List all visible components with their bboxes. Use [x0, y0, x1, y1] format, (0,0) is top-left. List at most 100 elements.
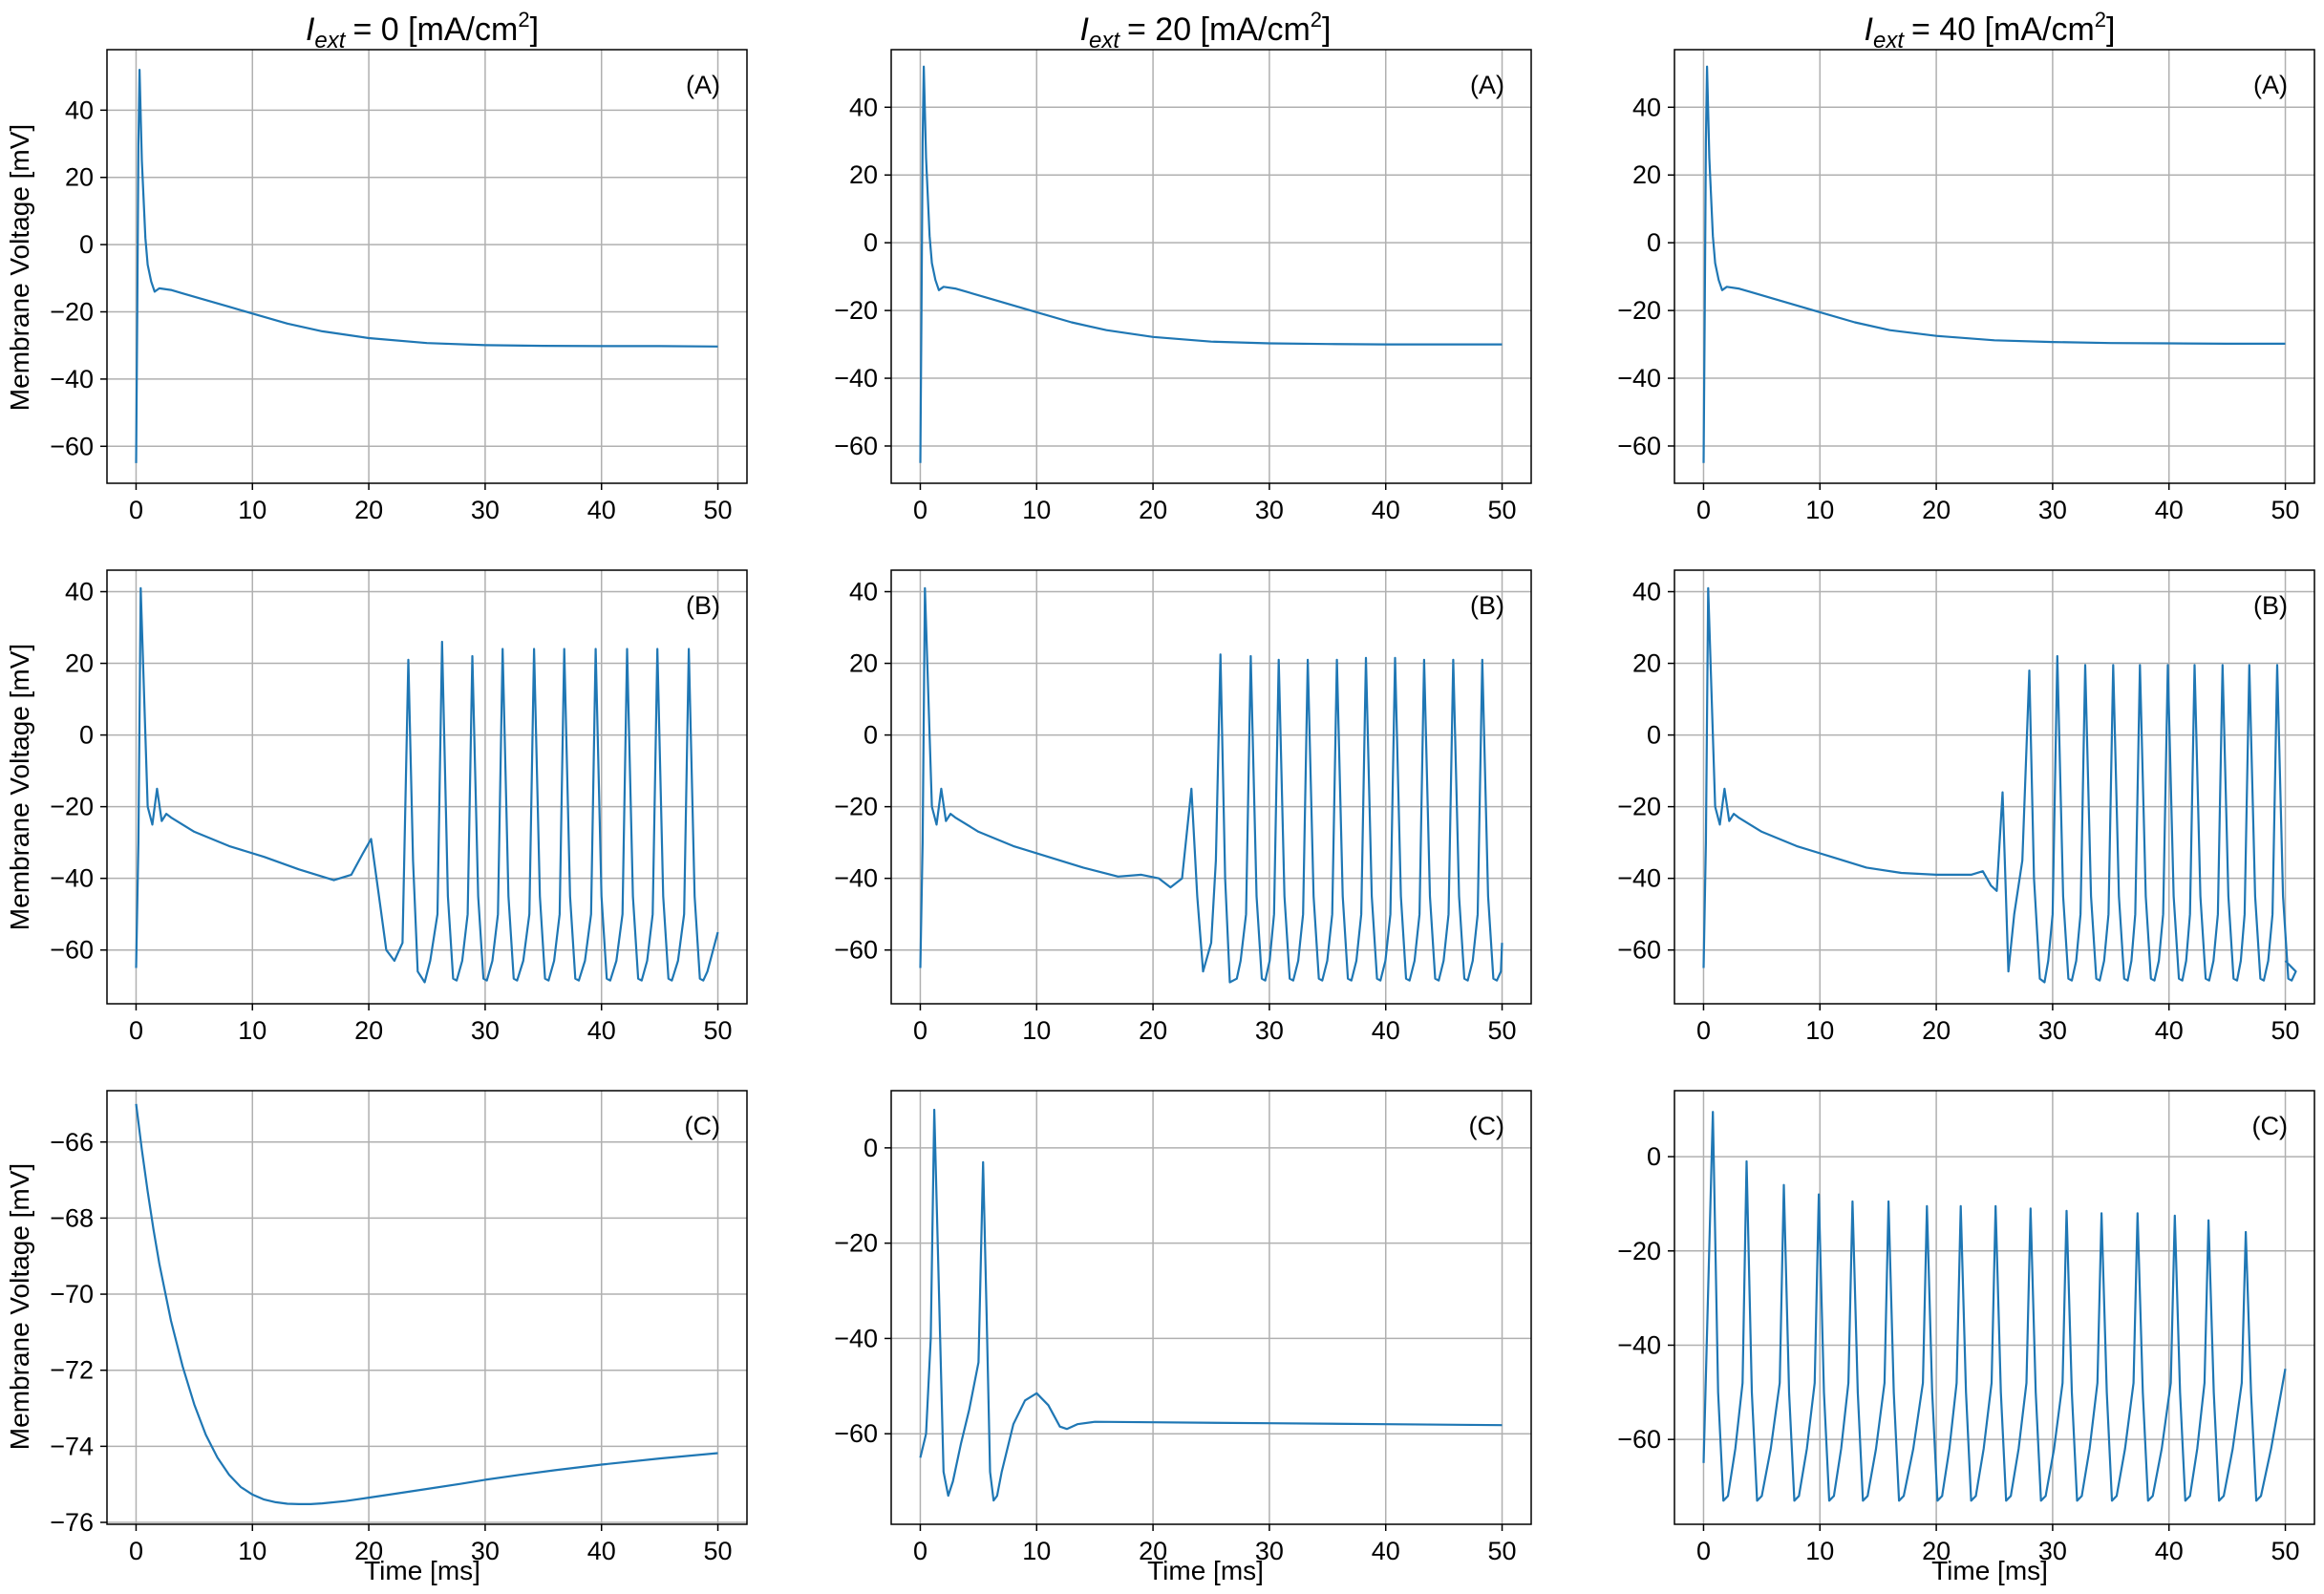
y-tick-label: 20 — [65, 163, 94, 192]
title-0-value: = 0 [mA/cm — [352, 11, 518, 48]
y-tick-label: −20 — [1617, 1237, 1661, 1265]
panel-tag: (B) — [2253, 591, 2288, 620]
x-tick-label: 30 — [471, 1537, 500, 1565]
x-tick-label: 50 — [1488, 1537, 1517, 1565]
x-tick-label: 20 — [1139, 496, 1167, 524]
x-tick-label: 30 — [1255, 1537, 1284, 1565]
x-tick-label: 50 — [704, 1537, 733, 1565]
x-tick-label: 0 — [129, 1537, 143, 1565]
voltage-trace — [1702, 1111, 2287, 1502]
y-tick-label: −60 — [834, 936, 878, 965]
y-tick-label: −20 — [834, 1229, 878, 1258]
axes-frame — [1674, 1090, 2315, 1525]
x-tick-label: 0 — [1696, 1537, 1711, 1565]
panel-tag: (A) — [2253, 71, 2288, 99]
panel-tag: (A) — [1470, 71, 1504, 99]
ylabel-row-2: Membrane Voltage [mV] — [5, 1163, 34, 1450]
axes-frame — [1674, 569, 2315, 1005]
xlabel-col-2: Time [ms] — [1931, 1556, 2048, 1585]
y-tick-label: −60 — [834, 1419, 878, 1448]
panel-tag: (C) — [1469, 1112, 1504, 1140]
y-tick-label: −40 — [834, 1324, 878, 1352]
y-tick-label: 0 — [1647, 721, 1661, 750]
title-1-symbol: I — [1080, 11, 1090, 48]
x-tick-label: 30 — [2038, 1016, 2067, 1045]
y-tick-label: −72 — [50, 1356, 94, 1385]
y-tick-label: −60 — [1617, 936, 1661, 965]
y-tick-label: −40 — [834, 364, 878, 393]
x-tick-label: 30 — [471, 496, 500, 524]
panel-r2-c2: 0 10 20 30 40 50 −60 −40 −20 0 (C) — [1617, 1090, 2315, 1565]
x-tick-label: 0 — [129, 496, 143, 524]
y-tick-label: 20 — [65, 649, 94, 678]
title-0-sup: 2 — [518, 8, 529, 32]
x-tick-label: 20 — [354, 1537, 383, 1565]
x-tick-label: 30 — [2038, 1537, 2067, 1565]
y-tick-label: −20 — [50, 793, 94, 821]
title-1-tail: ] — [1322, 11, 1331, 48]
title-2-symbol: I — [1865, 11, 1874, 48]
x-tick-label: 20 — [354, 1016, 383, 1045]
y-tick-label: −40 — [834, 864, 878, 893]
y-tick-label: 40 — [1632, 578, 1661, 606]
y-tick-label: −60 — [50, 432, 94, 460]
y-tick-label: −40 — [1617, 364, 1661, 393]
y-tick-label: 20 — [849, 160, 878, 189]
title-0-tail: ] — [530, 11, 539, 48]
x-tick-label: 30 — [1255, 496, 1284, 524]
y-tick-label: −20 — [1617, 296, 1661, 325]
panel-r0-c0: 0 10 20 30 40 50 −60 −40 −20 0 20 40 (A) — [50, 49, 748, 524]
axes-frame — [890, 49, 1532, 484]
x-tick-label: 40 — [587, 1537, 616, 1565]
x-tick-label: 10 — [1022, 1537, 1051, 1565]
y-tick-label: 40 — [1632, 93, 1661, 121]
x-tick-label: 40 — [1372, 1537, 1400, 1565]
y-tick-label: 0 — [1647, 1142, 1661, 1171]
title-2-value: = 40 [mA/cm — [1911, 11, 2095, 48]
x-tick-label: 50 — [1488, 1016, 1517, 1045]
voltage-trace — [919, 586, 1503, 984]
x-tick-label: 30 — [2038, 496, 2067, 524]
axes-frame — [106, 569, 748, 1005]
y-tick-label: −76 — [50, 1508, 94, 1537]
x-tick-label: 40 — [2155, 1537, 2184, 1565]
y-tick-label: 0 — [79, 230, 94, 259]
title-1-value: = 20 [mA/cm — [1127, 11, 1311, 48]
y-tick-label: 40 — [65, 96, 94, 124]
panel-r1-c1: 0 10 20 30 40 50 −60 −40 −20 0 20 40 (B) — [834, 569, 1532, 1045]
x-tick-label: 50 — [2271, 496, 2300, 524]
y-tick-label: −40 — [50, 365, 94, 393]
column-title-2: Iext = 40 [mA/cm2] — [1865, 8, 2116, 53]
x-tick-label: 30 — [471, 1016, 500, 1045]
panel-tag: (C) — [2252, 1112, 2288, 1140]
voltage-trace — [135, 1103, 718, 1505]
panel-r2-c1: 0 10 20 30 40 50 −60 −40 −20 0 (C) — [834, 1090, 1532, 1565]
y-tick-label: −40 — [1617, 864, 1661, 893]
x-tick-label: 20 — [354, 496, 383, 524]
x-tick-label: 20 — [1922, 1537, 1951, 1565]
voltage-trace — [919, 1108, 1503, 1502]
x-tick-label: 40 — [2155, 1016, 2184, 1045]
y-tick-label: −60 — [1617, 1425, 1661, 1454]
voltage-trace — [135, 69, 718, 463]
x-tick-label: 10 — [1805, 1016, 1834, 1045]
x-tick-label: 0 — [913, 1016, 927, 1045]
x-tick-label: 10 — [1022, 1016, 1051, 1045]
axes-frame — [890, 569, 1532, 1005]
x-tick-label: 40 — [2155, 496, 2184, 524]
x-tick-label: 0 — [1696, 496, 1711, 524]
voltage-trace — [135, 586, 719, 984]
y-tick-label: 0 — [864, 1134, 878, 1162]
axes-frame — [106, 1090, 748, 1525]
y-tick-label: −40 — [1617, 1330, 1661, 1359]
panel-r0-c1: 0 10 20 30 40 50 −60 −40 −20 0 20 40 (A) — [834, 49, 1532, 524]
y-tick-label: 0 — [864, 228, 878, 257]
y-tick-label: −20 — [834, 296, 878, 325]
x-tick-label: 50 — [1488, 496, 1517, 524]
y-tick-label: 40 — [849, 578, 878, 606]
y-tick-label: −68 — [50, 1203, 94, 1232]
x-tick-label: 50 — [2271, 1537, 2300, 1565]
y-tick-label: −70 — [50, 1280, 94, 1308]
y-tick-label: −60 — [834, 432, 878, 460]
